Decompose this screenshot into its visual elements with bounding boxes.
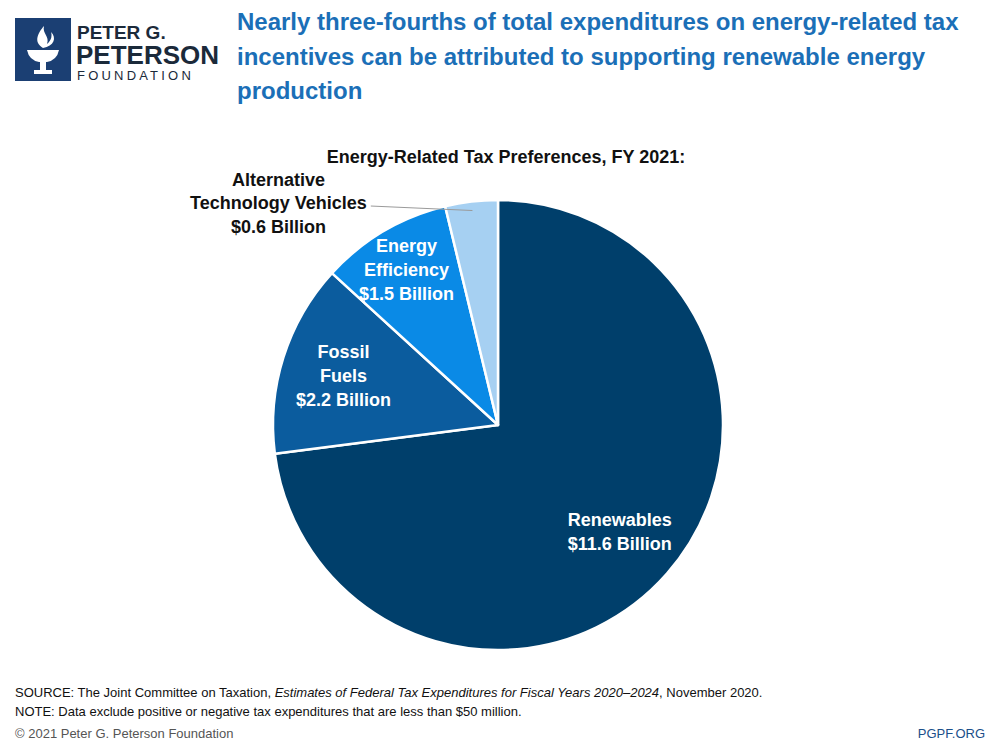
value-label: $1.5 Billion [359, 284, 454, 304]
copyright: © 2021 Peter G. Peterson Foundation [15, 726, 233, 741]
category-label: Energy Efficiency [364, 236, 449, 280]
text-line: Renewables [568, 510, 672, 530]
pie-slice [445, 200, 498, 425]
logo-flame [37, 26, 54, 48]
slices [273, 200, 723, 650]
category-label: Alternative Technology Vehicles [190, 170, 367, 214]
category-label: Renewables [568, 510, 672, 530]
category-label: Fossil Fuels [318, 342, 370, 386]
value-label: $2.2 Billion [296, 390, 391, 410]
data-label: Energy Efficiency $1.5 Billion [359, 236, 454, 304]
logo-text: FOUNDATION [77, 68, 194, 83]
data-label: Renewables $11.6 Billion [568, 510, 672, 554]
data-label: Fossil Fuels $2.2 Billion [296, 342, 391, 410]
source-part: Estimates of Federal Tax Expenditures fo… [275, 685, 659, 700]
text-line: Fuels [320, 366, 367, 386]
text-line: Fossil [318, 342, 370, 362]
chart-root: PETER G.PETERSONFOUNDATION Nearly three-f… [0, 0, 1000, 745]
text-line: Energy [376, 236, 437, 256]
note: NOTE: Data exclude positive or negative … [15, 704, 522, 719]
text-line: production [237, 77, 362, 104]
value-label: $11.6 Billion [568, 534, 672, 554]
plot-area [273, 200, 723, 650]
logo-box [15, 18, 71, 81]
subtitle: Energy-Related Tax Preferences, FY 2021: [327, 147, 686, 167]
logo-bowl [27, 50, 59, 62]
text-line: Alternative [232, 170, 325, 190]
source: SOURCE: The Joint Committee on Taxation,… [15, 685, 762, 700]
title: Nearly three-fourths of total expenditur… [237, 8, 959, 104]
logo-text: PETERSON [76, 40, 219, 70]
text-line: Efficiency [364, 260, 449, 280]
text-line: Technology Vehicles [190, 193, 367, 213]
logo-base [34, 70, 52, 74]
data-labels: Renewables $11.6 Billion Fossil Fuels $2.2 B… [190, 170, 672, 554]
website: PGPF.ORG [918, 726, 985, 741]
data-label: Alternative Technology Vehicles $0.6 Billi… [190, 170, 472, 237]
logo: PETER G.PETERSONFOUNDATION [15, 18, 219, 83]
text-line: incentives can be attributed to supporti… [237, 43, 926, 70]
source-part: , November 2020. [659, 685, 762, 700]
leader-line [371, 206, 473, 211]
value-label: $0.6 Billion [231, 217, 326, 237]
logo-stem [40, 62, 46, 70]
logo-icon [27, 26, 59, 74]
source-part: SOURCE: The Joint Committee on Taxation, [15, 685, 275, 700]
text-line: Nearly three-fourths of total expenditur… [237, 8, 959, 35]
